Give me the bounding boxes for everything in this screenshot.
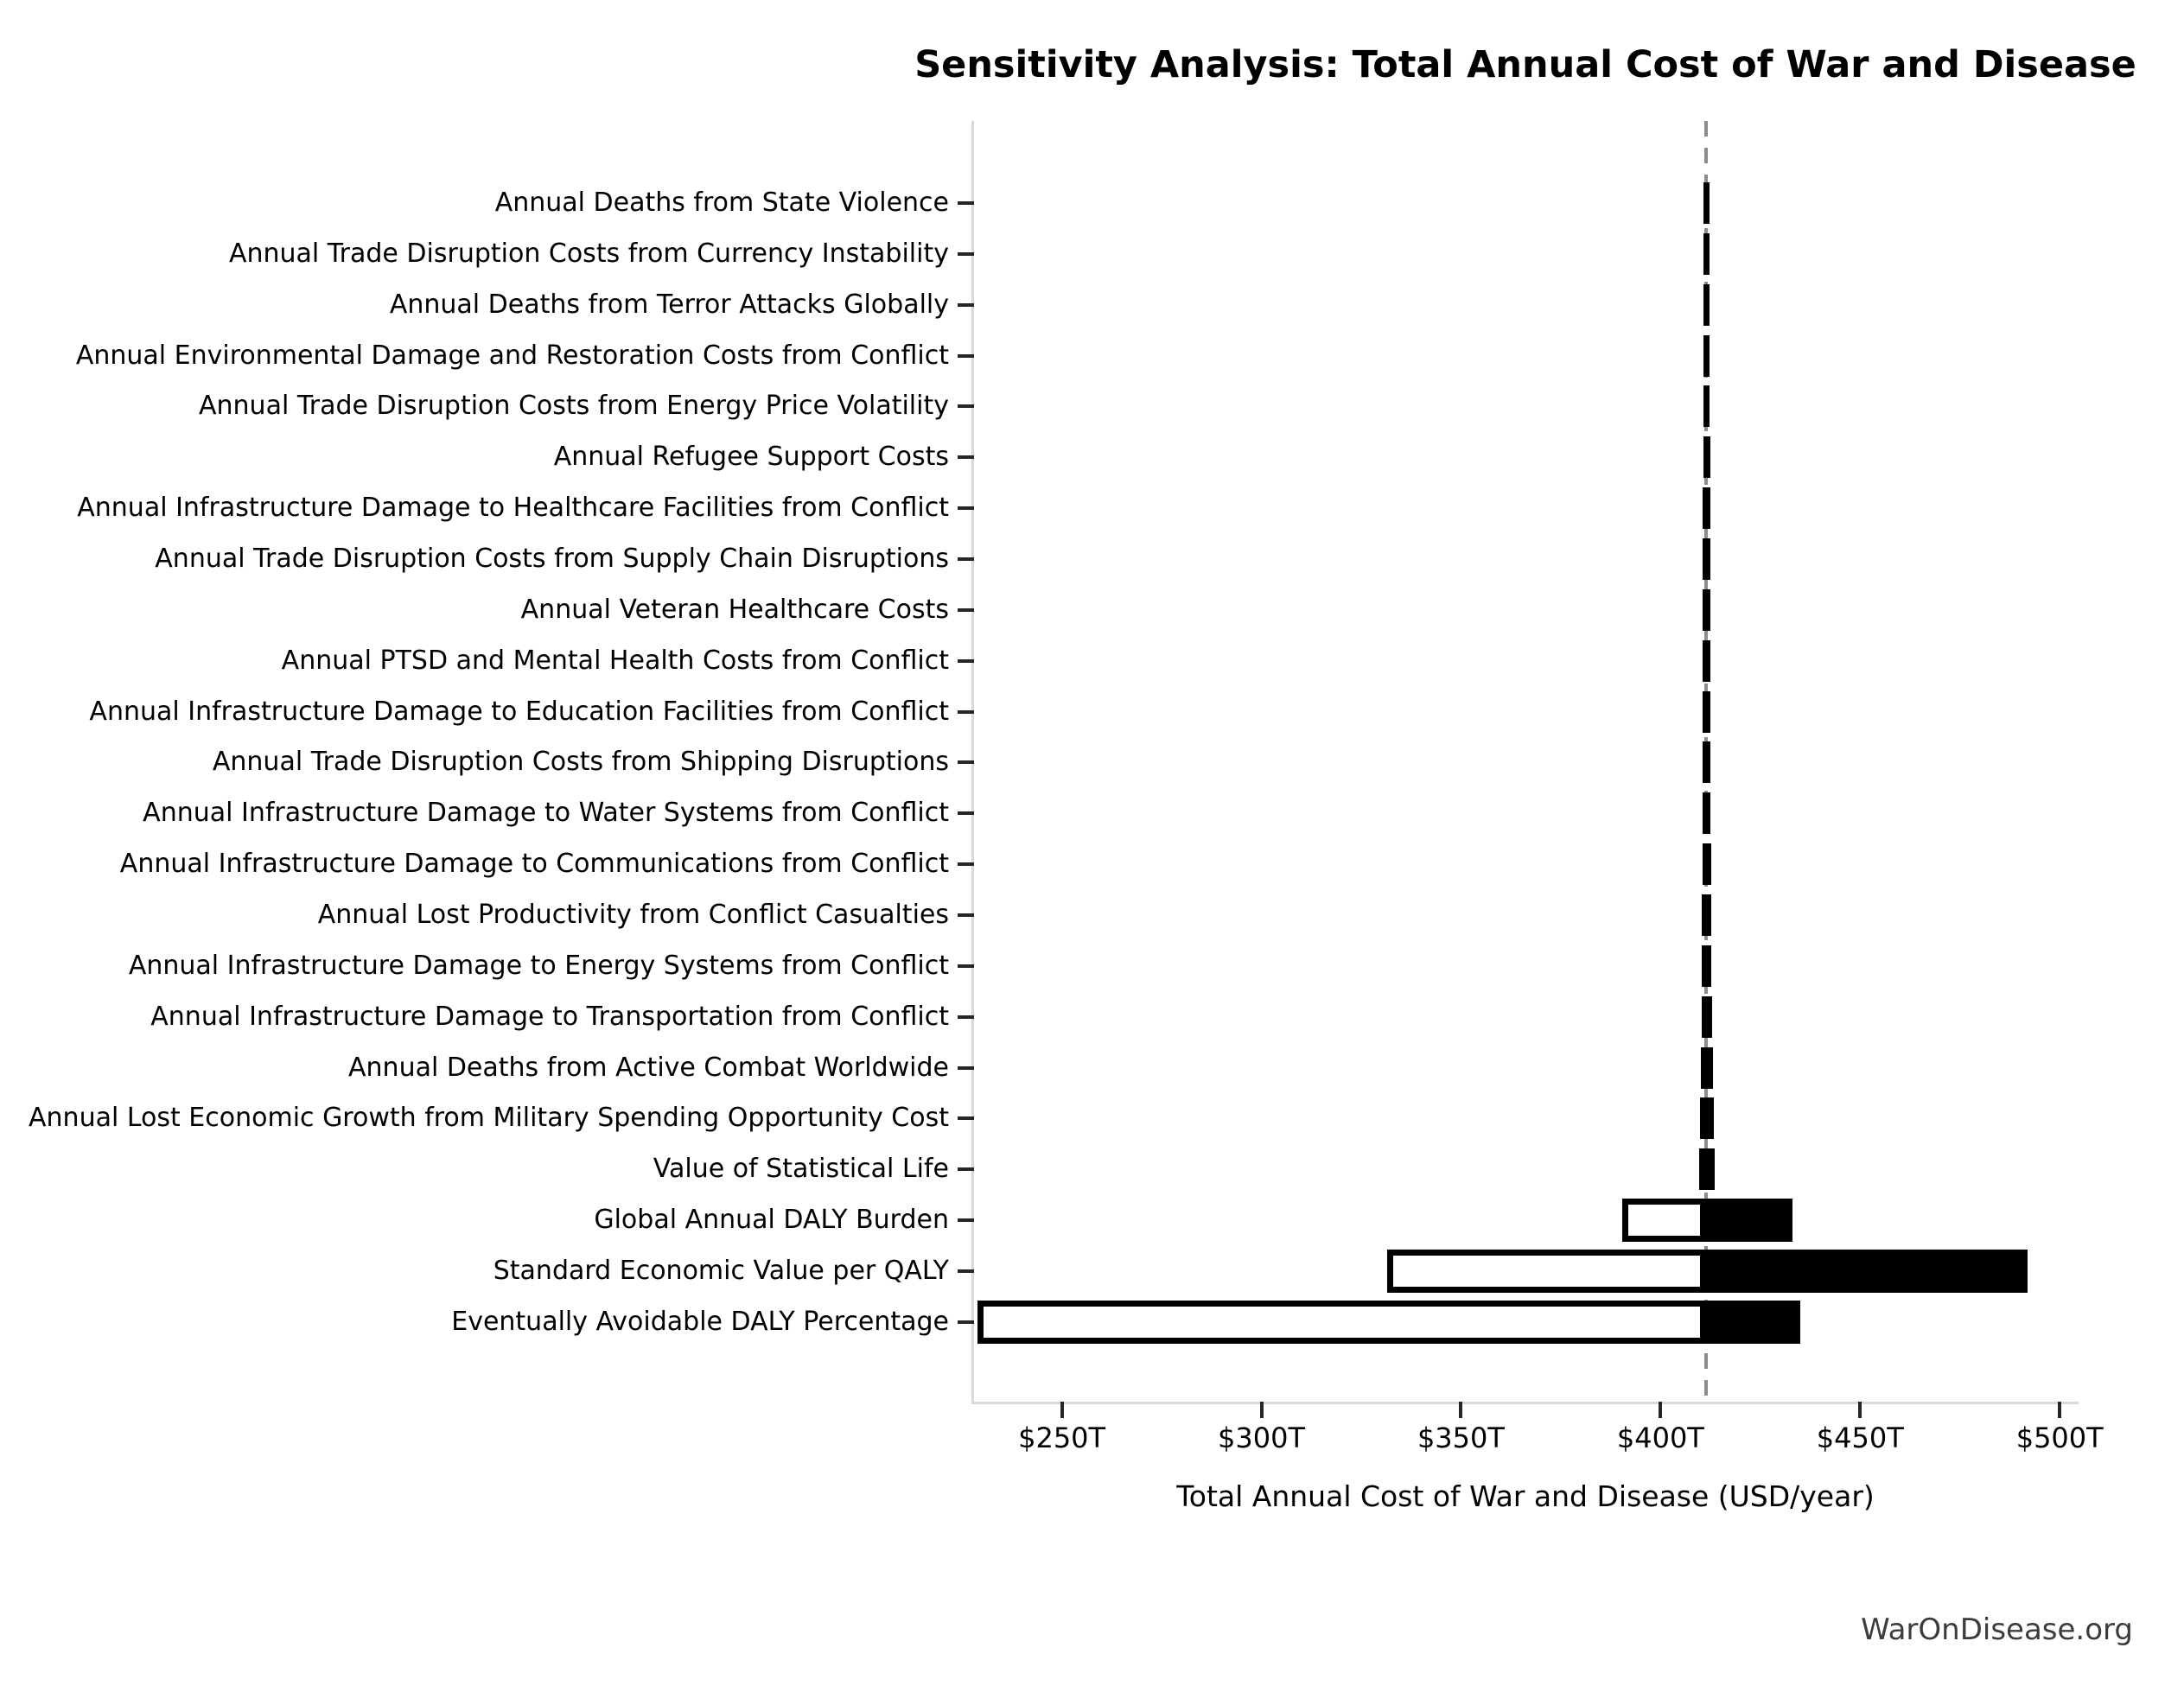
y-tick-mark — [958, 1218, 974, 1223]
bar-range — [1702, 843, 1711, 886]
bar-high-segment — [1706, 1199, 1792, 1243]
y-tick-mark — [958, 1065, 974, 1070]
bar-low-segment — [1387, 1250, 1707, 1294]
category-label: Eventually Avoidable DALY Percentage — [451, 1306, 949, 1337]
y-tick-mark — [958, 455, 974, 460]
category-label: Annual Infrastructure Damage to Educatio… — [89, 696, 949, 727]
x-tick-label: $450T — [1816, 1422, 1904, 1454]
x-tick-mark — [1060, 1402, 1064, 1418]
y-tick-mark — [958, 913, 974, 918]
category-label: Annual Infrastructure Damage to Energy S… — [128, 950, 949, 981]
bar-range — [1703, 334, 1710, 377]
bar-range — [1703, 538, 1710, 581]
y-tick-mark — [958, 760, 974, 765]
x-tick-mark — [1659, 1402, 1663, 1418]
x-tick-label: $400T — [1616, 1422, 1704, 1454]
bar-range — [1701, 1046, 1713, 1089]
category-label: Annual Trade Disruption Costs from Energ… — [199, 391, 949, 422]
x-tick-label: $350T — [1417, 1422, 1505, 1454]
bar-range — [1700, 1097, 1714, 1140]
category-label: Annual Deaths from Active Combat Worldwi… — [348, 1052, 949, 1083]
category-label: Standard Economic Value per QALY — [493, 1256, 949, 1287]
y-tick-mark — [958, 557, 974, 562]
y-tick-mark — [958, 607, 974, 612]
bar-range — [1702, 894, 1711, 937]
bar-range — [1703, 487, 1710, 530]
bar-high-segment — [1706, 1300, 1801, 1344]
category-label: Annual Infrastructure Damage to Healthca… — [77, 493, 949, 524]
x-tick-label: $500T — [2015, 1422, 2104, 1454]
y-tick-mark — [958, 1269, 974, 1274]
bar-range — [1699, 1148, 1715, 1191]
y-tick-mark — [958, 201, 974, 205]
chart-title: Sensitivity Analysis: Total Annual Cost … — [914, 43, 2136, 86]
y-tick-mark — [958, 1116, 974, 1121]
bar-range — [1702, 690, 1711, 733]
y-tick-mark — [958, 353, 974, 358]
category-label: Annual Lost Economic Growth from Militar… — [29, 1103, 949, 1134]
x-tick-label: $300T — [1218, 1422, 1306, 1454]
y-tick-mark — [958, 1167, 974, 1172]
category-label: Annual Infrastructure Damage to Transpor… — [150, 1001, 949, 1032]
category-label: Annual Infrastructure Damage to Water Sy… — [143, 798, 949, 829]
category-label: Annual Refugee Support Costs — [553, 442, 949, 473]
category-label: Annual Infrastructure Damage to Communic… — [119, 849, 949, 880]
bar-high-segment — [1706, 1250, 2028, 1294]
x-tick-mark — [2058, 1402, 2062, 1418]
y-tick-mark — [958, 862, 974, 867]
category-label: Global Annual DALY Burden — [594, 1205, 949, 1236]
bar-low-segment — [977, 1300, 1707, 1344]
bar-range — [1703, 283, 1710, 326]
bar-range — [1703, 436, 1710, 479]
bottom-spine — [971, 1402, 2079, 1404]
category-label: Annual Deaths from Terror Attacks Global… — [389, 289, 949, 320]
bar-range — [1703, 182, 1710, 224]
bar-range — [1702, 741, 1711, 784]
x-tick-label: $250T — [1018, 1422, 1106, 1454]
category-label: Annual Veteran Healthcare Costs — [520, 594, 949, 625]
y-tick-mark — [958, 251, 974, 256]
x-axis-title: Total Annual Cost of War and Disease (US… — [1176, 1479, 1875, 1513]
category-label: Annual Lost Productivity from Conflict C… — [317, 900, 949, 931]
x-tick-mark — [1459, 1402, 1463, 1418]
bar-range — [1703, 385, 1710, 428]
y-tick-mark — [958, 302, 974, 307]
category-label: Annual Environmental Damage and Restorat… — [75, 340, 949, 371]
category-label: Annual Trade Disruption Costs from Suppl… — [155, 544, 949, 575]
y-tick-mark — [958, 709, 974, 714]
category-label: Annual PTSD and Mental Health Costs from… — [281, 645, 949, 676]
category-label: Annual Trade Disruption Costs from Shipp… — [212, 747, 949, 778]
y-tick-mark — [958, 811, 974, 816]
bar-low-segment — [1622, 1199, 1707, 1243]
bar-range — [1702, 792, 1711, 835]
y-tick-mark — [958, 1015, 974, 1019]
category-label: Value of Statistical Life — [653, 1154, 949, 1185]
y-tick-mark — [958, 1320, 974, 1324]
category-label: Annual Trade Disruption Costs from Curre… — [228, 238, 949, 269]
watermark-text: WarOnDisease.org — [1861, 1612, 2133, 1647]
x-tick-mark — [1858, 1402, 1862, 1418]
bar-range — [1702, 945, 1711, 987]
bar-range — [1703, 588, 1710, 631]
y-tick-mark — [958, 658, 974, 663]
y-tick-mark — [958, 964, 974, 968]
category-label: Annual Deaths from State Violence — [494, 188, 949, 218]
bar-range — [1701, 995, 1712, 1038]
x-tick-mark — [1259, 1402, 1264, 1418]
y-tick-mark — [958, 506, 974, 511]
bar-range — [1703, 639, 1711, 682]
bar-range — [1703, 232, 1710, 275]
y-tick-mark — [958, 404, 974, 409]
